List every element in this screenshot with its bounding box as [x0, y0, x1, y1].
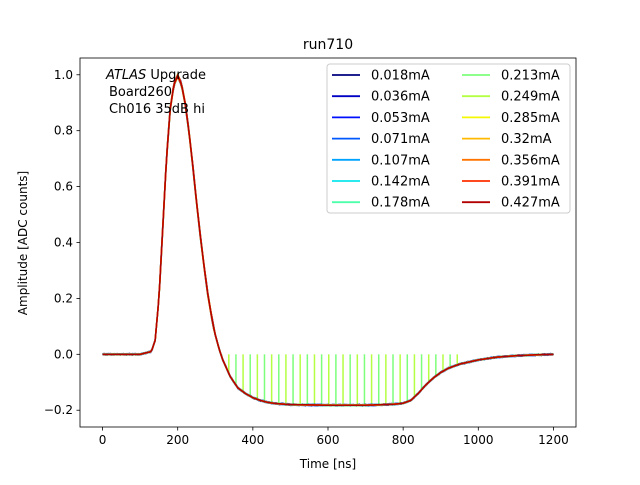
legend-label: 0.32mA [501, 132, 552, 147]
legend-item: 0.053mA [332, 111, 430, 126]
legend-frame [326, 63, 571, 214]
x-tick-label: 600 [317, 433, 340, 447]
legend-item: 0.213mA [462, 69, 560, 84]
y-tick-label: 0.8 [54, 124, 73, 138]
legend-label: 0.356mA [501, 153, 560, 168]
legend-label: 0.053mA [371, 111, 430, 126]
y-tick-label: −0.2 [44, 403, 73, 417]
x-tick-label: 0 [99, 433, 107, 447]
legend-item: 0.071mA [332, 132, 430, 147]
x-tick-label: 1200 [538, 433, 569, 447]
legend-item: 0.178mA [332, 196, 430, 211]
x-tick-label: 1000 [463, 433, 494, 447]
chart-title: run710 [303, 37, 353, 53]
legend-label: 0.018mA [371, 69, 430, 84]
axes: 0 200 400 600 800 1000 1200 −0.2 0.0 0.2 0.4 0.6 0.8… [44, 57, 577, 447]
legend-label: 0.107mA [371, 153, 430, 168]
x-tick-label: 800 [392, 433, 415, 447]
legend-label: 0.178mA [371, 196, 430, 211]
annotation-atlas: ATLAS [105, 68, 146, 83]
legend-label: 0.249mA [501, 90, 560, 105]
x-axis-label: Time [ns] [299, 457, 356, 471]
legend-label: 0.142mA [371, 175, 430, 190]
y-tick-label: 0.2 [54, 291, 73, 305]
legend-label: 0.285mA [501, 111, 560, 126]
y-axis-label: Amplitude [ADC counts] [16, 171, 30, 315]
y-tick-label: 0.4 [54, 236, 73, 250]
legend-label: 0.213mA [501, 69, 560, 84]
annotation-line-1: ATLAS Upgrade [105, 68, 206, 83]
y-tick-label: 0.0 [54, 347, 73, 361]
legend-item: 0.391mA [462, 175, 560, 190]
legend-label: 0.391mA [501, 175, 560, 190]
legend-item: 0.285mA [462, 111, 560, 126]
series-line-0.427mA [102, 73, 554, 407]
legend-item: 0.356mA [462, 153, 560, 168]
legend-item: 0.107mA [332, 153, 430, 168]
legend-item: 0.018mA [332, 69, 430, 84]
y-tick-label: 0.6 [54, 180, 73, 194]
legend-label: 0.427mA [501, 196, 560, 211]
legend-item: 0.427mA [462, 196, 560, 211]
legend-label: 0.071mA [371, 132, 430, 147]
x-tick-label: 200 [166, 433, 189, 447]
legend-item: 0.036mA [332, 90, 430, 105]
legend-item: 0.249mA [462, 90, 560, 105]
x-tick-label: 400 [241, 433, 264, 447]
atlas-annotation: ATLAS Upgrade Board260 Ch016 35dB hi [105, 68, 206, 117]
annotation-upgrade: Upgrade [146, 68, 206, 83]
plot-area [102, 72, 554, 407]
legend-label: 0.036mA [371, 90, 430, 105]
legend-item: 0.142mA [332, 175, 430, 190]
series-group [102, 72, 554, 407]
annotation-line-2: Board260 [109, 85, 172, 100]
y-tick-label: 1.0 [54, 68, 73, 82]
legend-item: 0.32mA [462, 132, 552, 147]
legend: 0.018mA 0.036mA 0.053mA 0.071mA 0.107mA 0.142… [326, 63, 571, 214]
annotation-line-3: Ch016 35dB hi [109, 102, 205, 117]
